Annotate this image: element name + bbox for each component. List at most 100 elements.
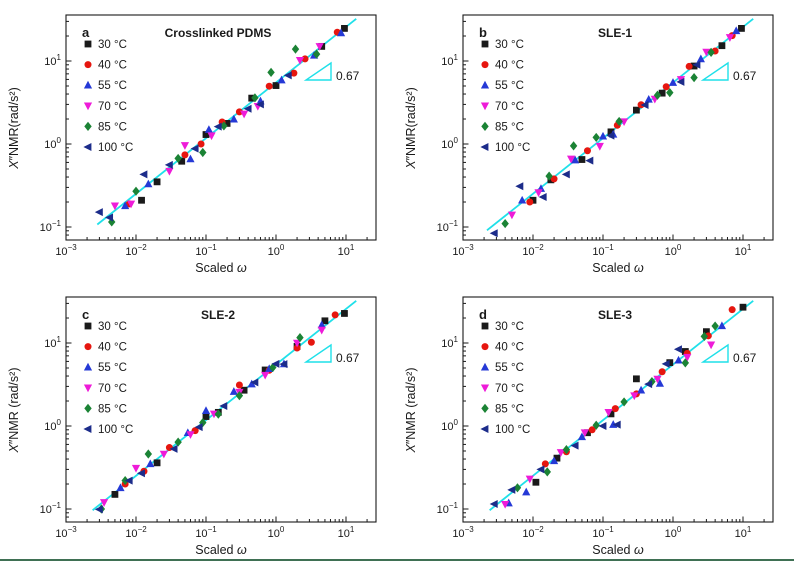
triangle-left-marker: [139, 170, 148, 179]
triangle-left-marker: [538, 192, 547, 201]
y-axis: [463, 20, 469, 236]
triangle-left-marker: [283, 71, 292, 80]
triangle-down-marker: [295, 56, 305, 65]
triangle-up-marker: [644, 94, 653, 103]
triangle-down-marker: [315, 43, 324, 51]
square-marker: [632, 375, 640, 383]
triangle-up-marker: [522, 487, 531, 496]
series-70C: [501, 341, 716, 509]
triangle-left-marker: [570, 441, 579, 450]
square-marker: [553, 454, 561, 462]
x-tick-labels: 10−3 10−2 10−1 100 101: [452, 525, 752, 540]
legend-label: 40 °C: [98, 342, 127, 354]
triangle-up-marker: [204, 125, 213, 133]
triangle-down-marker: [604, 409, 613, 417]
y-axis: [463, 302, 469, 518]
triangle-up-marker: [609, 420, 618, 428]
triangle-left-marker: [279, 360, 288, 369]
square-marker: [532, 478, 540, 486]
triangle-left-marker: [190, 144, 199, 153]
triangle-left-marker: [489, 499, 498, 508]
triangle-left-marker: [606, 131, 615, 140]
circle-marker: [265, 82, 273, 90]
square-marker: [584, 429, 591, 437]
square-marker: [739, 303, 747, 311]
triangle-left-marker: [124, 476, 133, 485]
legend-label: 40 °C: [98, 60, 127, 72]
diamond-marker: [592, 420, 600, 430]
square-marker: [153, 459, 161, 467]
x-tick-label: 10−3: [55, 243, 77, 258]
x-tick-label: 100: [268, 243, 285, 258]
x-axis-label: Scaled ω: [592, 261, 644, 275]
plot-frame: [462, 14, 774, 241]
legend-triangle-up-marker: [480, 80, 490, 89]
legend-label: 100 °C: [98, 424, 133, 436]
triangle-left-marker: [105, 213, 114, 222]
triangle-left-marker: [255, 100, 264, 109]
legend-label: 85 °C: [98, 403, 127, 415]
triangle-down-marker: [725, 34, 735, 42]
legend-triangle-up-marker: [83, 362, 93, 371]
triangle-left-marker: [598, 422, 607, 430]
triangle-up-marker: [674, 355, 683, 364]
legend-triangle-left-marker: [480, 425, 489, 433]
triangle-left-marker: [164, 160, 173, 169]
series-70C: [110, 43, 324, 211]
triangle-down-marker: [159, 450, 168, 459]
circle-marker: [235, 108, 243, 116]
legend-label: 85 °C: [495, 403, 524, 415]
square-marker: [261, 366, 269, 374]
triangle-down-marker: [595, 142, 604, 151]
circle-marker: [293, 344, 301, 352]
triangle-down-marker: [556, 449, 565, 457]
triangle-left-marker: [561, 170, 570, 179]
triangle-left-marker: [243, 104, 252, 113]
triangle-down-marker: [99, 499, 109, 507]
diamond-marker: [666, 88, 674, 98]
x-tick-label: 10−3: [452, 243, 474, 258]
square-marker: [607, 410, 615, 418]
diamond-marker: [501, 218, 509, 229]
legend-triangle-down-marker: [83, 102, 93, 111]
triangle-down-marker: [186, 431, 195, 439]
triangle-down-marker: [239, 110, 249, 119]
series-100C: [489, 60, 701, 238]
triangle-left-marker: [94, 505, 103, 514]
circle-marker: [235, 381, 243, 389]
legend: 30 °C 40 °C 55 °C 70 °C 85 °C 100 °C: [83, 321, 133, 436]
plot-frame: [65, 296, 377, 523]
triangle-down-marker: [619, 118, 629, 127]
plot-frame: [462, 296, 774, 523]
circle-marker: [307, 338, 315, 346]
triangle-down-marker: [683, 353, 692, 362]
square-marker: [240, 386, 248, 394]
triangle-down-marker: [207, 132, 216, 141]
legend-label: 55 °C: [495, 362, 524, 374]
panel-d: 10−3 10−2 10−1 100 101 10−1 100 101 0.67 30 °C 40 …: [397, 282, 794, 564]
x-tick-label: 101: [338, 243, 355, 258]
legend-diamond-marker: [481, 121, 489, 131]
square-marker: [718, 42, 726, 50]
panel-a-chart: 10−3 10−2 10−1 100 101 10−1 100 101 0.67 30 °C 40 …: [7, 14, 377, 275]
legend-circle-marker: [84, 61, 92, 69]
series-100C: [94, 359, 288, 514]
triangle-up-marker: [336, 28, 346, 37]
triangle-left-marker: [536, 465, 545, 474]
y-axis-label: X″NMR (rad/s²): [404, 368, 418, 454]
legend-label: 70 °C: [98, 101, 127, 113]
x-tick-labels: 10−3 10−2 10−1 100 101: [55, 525, 355, 540]
legend: 30 °C 40 °C 55 °C 70 °C 85 °C 100 °C: [480, 321, 530, 436]
triangle-up-marker: [549, 456, 559, 465]
panel-title: SLE-2: [201, 308, 235, 322]
triangle-up-marker: [696, 54, 705, 63]
legend-label: 30 °C: [98, 321, 127, 333]
y-tick-label: 10−1: [437, 501, 459, 516]
triangle-up-marker: [121, 201, 130, 210]
circle-marker: [583, 147, 591, 155]
circle-marker: [541, 460, 549, 468]
legend-triangle-left-marker: [83, 143, 92, 151]
x-axis-label: Scaled ω: [195, 261, 247, 275]
triangle-up-marker: [144, 179, 153, 188]
panel-letter: b: [479, 25, 487, 40]
